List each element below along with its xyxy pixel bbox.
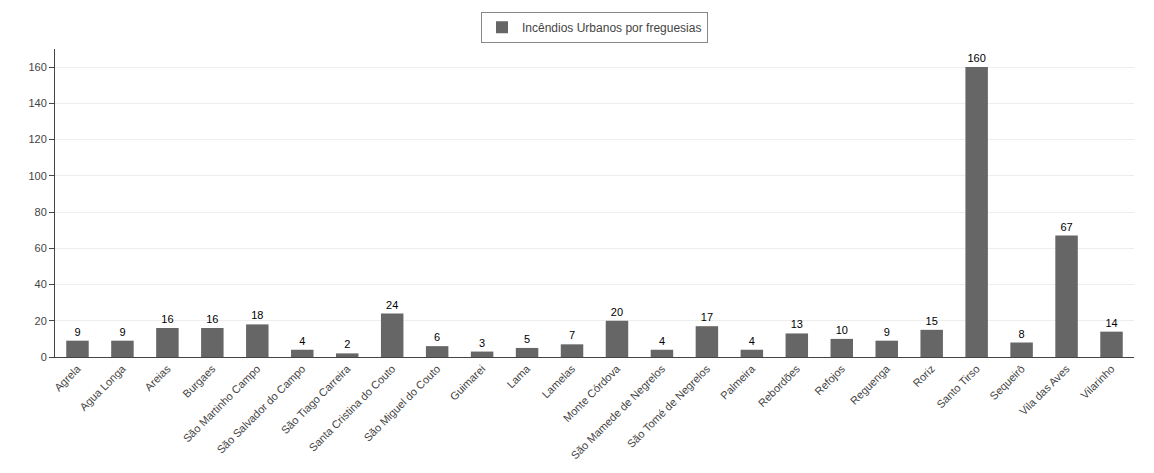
svg-text:Santa Cristina do Couto: Santa Cristina do Couto <box>306 363 397 454</box>
svg-text:Sequeirô: Sequeirô <box>987 363 1027 403</box>
svg-text:São Tiago Carreira: São Tiago Carreira <box>279 362 353 436</box>
svg-text:17: 17 <box>701 311 713 323</box>
svg-text:4: 4 <box>299 335 305 347</box>
svg-text:140: 140 <box>28 97 46 109</box>
svg-text:Reguenga: Reguenga <box>848 362 893 407</box>
svg-text:160: 160 <box>28 61 46 73</box>
svg-text:4: 4 <box>749 335 755 347</box>
svg-text:3: 3 <box>479 337 485 349</box>
svg-text:6: 6 <box>434 331 440 343</box>
svg-text:40: 40 <box>35 278 47 290</box>
svg-text:9: 9 <box>74 326 80 338</box>
svg-text:Lama: Lama <box>504 362 533 391</box>
svg-text:Areias: Areias <box>142 362 173 393</box>
svg-text:4: 4 <box>659 335 665 347</box>
svg-text:Santo Tirso: Santo Tirso <box>934 363 982 411</box>
svg-text:14: 14 <box>1105 317 1117 329</box>
svg-text:Vilarinho: Vilarinho <box>1078 363 1117 402</box>
svg-text:80: 80 <box>35 206 47 218</box>
svg-text:São Martinho Campo: São Martinho Campo <box>181 363 263 445</box>
svg-text:Incêndios Urbanos por freguesi: Incêndios Urbanos por freguesias <box>522 21 701 35</box>
svg-text:7: 7 <box>569 329 575 341</box>
svg-text:16: 16 <box>161 313 173 325</box>
svg-text:10: 10 <box>836 324 848 336</box>
svg-text:9: 9 <box>119 326 125 338</box>
svg-text:Agrela: Agrela <box>52 362 84 394</box>
svg-text:15: 15 <box>926 315 938 327</box>
svg-text:2: 2 <box>344 338 350 350</box>
svg-text:Vila das Aves: Vila das Aves <box>1017 362 1072 417</box>
svg-text:9: 9 <box>884 326 890 338</box>
svg-text:Lamelas: Lamelas <box>539 362 577 400</box>
svg-text:16: 16 <box>206 313 218 325</box>
svg-text:Roriz: Roriz <box>910 363 937 390</box>
svg-text:100: 100 <box>28 170 46 182</box>
svg-text:Refojos: Refojos <box>812 362 847 397</box>
svg-text:8: 8 <box>1019 328 1025 340</box>
svg-text:20: 20 <box>35 315 47 327</box>
svg-text:São Miguel do Couto: São Miguel do Couto <box>361 363 442 444</box>
svg-text:Rebordões: Rebordões <box>756 362 803 409</box>
svg-text:60: 60 <box>35 242 47 254</box>
svg-text:13: 13 <box>791 318 803 330</box>
svg-text:Palmeira: Palmeira <box>718 362 758 402</box>
svg-text:0: 0 <box>41 351 47 363</box>
svg-text:120: 120 <box>28 133 46 145</box>
svg-text:5: 5 <box>524 333 530 345</box>
svg-text:20: 20 <box>611 306 623 318</box>
svg-text:Agua Longa: Agua Longa <box>77 362 128 413</box>
svg-text:São Salvador do Campo: São Salvador do Campo <box>214 363 307 456</box>
svg-text:São Tomé de Negrelos: São Tomé de Negrelos <box>625 362 713 450</box>
svg-text:160: 160 <box>967 52 985 64</box>
svg-text:18: 18 <box>251 309 263 321</box>
svg-text:Burgaes: Burgaes <box>180 362 218 400</box>
svg-text:Monte Córdova: Monte Córdova <box>561 362 623 424</box>
svg-text:67: 67 <box>1060 221 1072 233</box>
svg-text:São Mamede de Negrelos: São Mamede de Negrelos <box>568 362 667 461</box>
svg-text:24: 24 <box>386 299 398 311</box>
svg-text:Guimarei: Guimarei <box>447 363 487 403</box>
